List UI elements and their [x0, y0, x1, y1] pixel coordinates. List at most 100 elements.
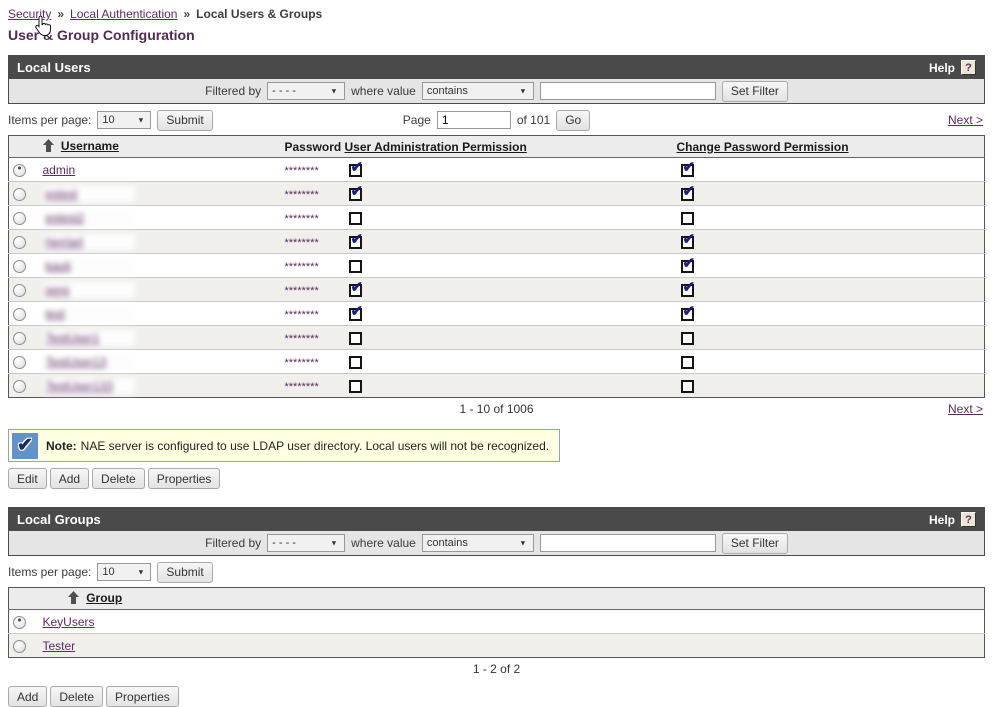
group-submit-button[interactable]: Submit — [157, 561, 213, 583]
users-table-header-row: Username Password User Administration Pe… — [8, 135, 985, 158]
password-masked-value: ******** — [284, 380, 319, 393]
group-items-per-page-select[interactable]: 10 — [97, 563, 152, 581]
next-page-link-bottom[interactable]: Next > — [947, 402, 983, 416]
user-row: admin ******** ✔ ✔ — [8, 157, 985, 182]
checkmark-icon: ✔ — [350, 158, 364, 176]
set-filter-button[interactable]: Set Filter — [721, 80, 788, 102]
checkmark-icon: ✔ — [350, 182, 364, 200]
group-name-link[interactable]: KeyUsers — [42, 614, 95, 629]
username-link[interactable]: estest2 — [42, 209, 135, 226]
user-select-radio[interactable] — [13, 187, 26, 201]
password-masked-value: ******** — [284, 236, 319, 249]
checkmark-icon: ✔ — [350, 278, 364, 296]
users-add-button[interactable]: Add — [49, 468, 90, 489]
help-icon[interactable]: ? — [961, 512, 976, 527]
groups-delete-button[interactable]: Delete — [50, 686, 104, 707]
filter-operator-select[interactable]: contains — [421, 82, 534, 100]
submit-button[interactable]: Submit — [157, 109, 213, 131]
group-select-radio[interactable] — [13, 639, 26, 653]
users-properties-button[interactable]: Properties — [147, 468, 221, 489]
page-number-input[interactable] — [436, 111, 511, 129]
checkmark-icon: ✔ — [682, 158, 696, 176]
next-page-link-top[interactable]: Next > — [947, 113, 983, 127]
user-row-username-cell: herriart — [39, 230, 281, 254]
permission-checkbox-unchecked: ✔ — [680, 331, 694, 345]
user-row-username-cell: kauti — [39, 254, 281, 278]
breadcrumb: Security » Local Authentication » Local User… — [8, 7, 985, 36]
user-select-radio[interactable] — [13, 211, 26, 225]
username-link[interactable]: perp — [42, 281, 135, 298]
local-users-section: Local Users Help ? Filtered by - - - - w… — [8, 55, 985, 104]
username-link[interactable]: test — [42, 305, 135, 322]
group-items-per-page-select-wrap: 10 — [97, 563, 152, 581]
group-set-filter-button[interactable]: Set Filter — [721, 532, 788, 554]
filter-value-input[interactable] — [539, 82, 716, 100]
user-row-username-cell: perp — [39, 278, 281, 302]
user-row-user-admin-cell: ✔ — [341, 326, 673, 350]
username-link[interactable]: admin — [42, 162, 76, 177]
user-row-username-cell: TestUser13 — [39, 350, 281, 374]
group-filter-value-input[interactable] — [539, 534, 716, 552]
filter-field-select[interactable]: - - - - — [267, 82, 346, 100]
user-select-radio[interactable] — [13, 379, 26, 393]
user-row-radio-cell — [9, 254, 39, 278]
radio-column-header — [9, 588, 39, 610]
password-masked-value: ******** — [284, 356, 319, 369]
password-column-header: Password — [284, 139, 342, 154]
user-row-username-cell: admin — [39, 158, 281, 182]
user-row-radio-cell — [9, 326, 39, 350]
group-filter-operator-select[interactable]: contains — [421, 534, 534, 552]
user-select-radio[interactable] — [13, 331, 26, 345]
user-row-user-admin-cell: ✔ — [341, 254, 673, 278]
help-label: Help — [928, 60, 955, 75]
note-text: Note: NAE server is configured to use LDA… — [46, 438, 550, 453]
filtered-by-label: Filtered by — [205, 84, 262, 98]
where-value-label: where value — [351, 536, 416, 550]
users-edit-button[interactable]: Edit — [8, 468, 47, 489]
group-column-header[interactable]: Group — [86, 590, 123, 605]
user-select-radio[interactable] — [13, 235, 26, 249]
username-link[interactable]: TestUser13 — [42, 353, 135, 370]
username-link[interactable]: kauti — [42, 257, 135, 274]
group-select-radio[interactable] — [13, 615, 26, 629]
groups-properties-button[interactable]: Properties — [106, 686, 179, 707]
user-row-radio-cell — [9, 182, 39, 206]
user-select-radio[interactable] — [13, 307, 26, 321]
breadcrumb-link-local-authentication[interactable]: Local Authentication — [70, 7, 178, 21]
group-filter-field-select[interactable]: - - - - — [267, 534, 346, 552]
user-row-user-admin-cell: ✔ — [341, 374, 673, 398]
local-groups-filter-row: Filtered by - - - - where value contains… — [9, 531, 984, 555]
checkmark-icon: ✔ — [682, 182, 696, 200]
group-name-link[interactable]: Tester — [42, 638, 76, 653]
user-row-change-pw-cell: ✔ — [673, 158, 985, 182]
username-link[interactable]: herriart — [42, 233, 135, 250]
group-row: KeyUsers — [8, 609, 985, 634]
help-icon[interactable]: ? — [961, 60, 976, 75]
note-check-icon: ✔ — [12, 432, 38, 459]
user-admin-permission-column-header[interactable]: User Administration Permission — [344, 139, 527, 154]
username-link[interactable]: estest — [42, 185, 135, 202]
user-row-user-admin-cell: ✔ — [341, 206, 673, 230]
local-users-table: Username Password User Administration Pe… — [8, 135, 985, 398]
user-select-radio[interactable] — [13, 283, 26, 297]
checkmark-icon: ✔ — [682, 254, 696, 272]
items-per-page-select[interactable]: 10 — [97, 111, 152, 129]
filter-operator-select-wrap: contains — [421, 82, 534, 100]
change-password-permission-column-header[interactable]: Change Password Permission — [676, 139, 849, 154]
username-column-header[interactable]: Username — [60, 138, 119, 153]
breadcrumb-link-security[interactable]: Security — [8, 7, 52, 21]
user-select-radio[interactable] — [13, 163, 26, 177]
permission-checkbox-checked: ✔ — [680, 303, 695, 321]
groups-add-button[interactable]: Add — [8, 686, 48, 707]
user-row-user-admin-cell: ✔ — [341, 230, 673, 254]
password-masked-value: ******** — [284, 332, 319, 345]
user-select-radio[interactable] — [13, 355, 26, 369]
username-link[interactable]: TestUser133 — [42, 377, 135, 394]
username-link[interactable]: TestUser1 — [42, 329, 135, 346]
users-delete-button[interactable]: Delete — [92, 468, 145, 489]
go-button[interactable]: Go — [556, 109, 591, 131]
permission-checkbox-checked: ✔ — [348, 183, 363, 201]
user-select-radio[interactable] — [13, 259, 26, 273]
users-range-row: 1 - 10 of 1006 Next > — [8, 402, 985, 420]
checkmark-icon: ✔ — [682, 302, 696, 320]
